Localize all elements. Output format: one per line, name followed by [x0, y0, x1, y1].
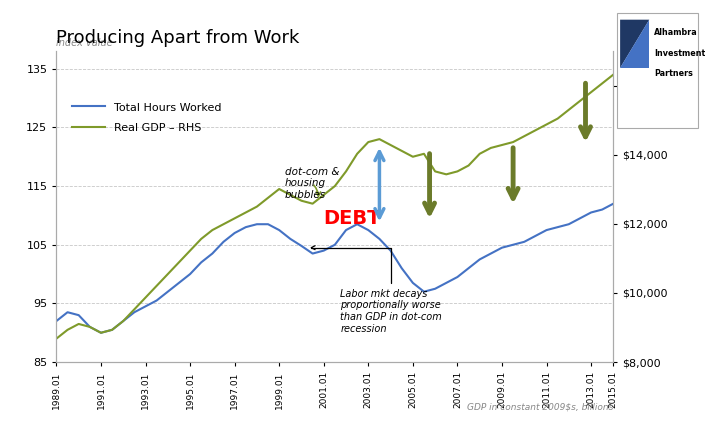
Text: Investment: Investment — [654, 49, 705, 58]
Text: Partners: Partners — [654, 69, 693, 78]
Text: Producing Apart from Work: Producing Apart from Work — [56, 29, 300, 47]
Text: GDP in constant 2009$s, billions: GDP in constant 2009$s, billions — [467, 403, 613, 412]
Polygon shape — [620, 20, 649, 68]
Text: Alhambra: Alhambra — [654, 28, 698, 37]
Text: index value: index value — [56, 38, 113, 48]
Text: DEBT: DEBT — [323, 209, 380, 228]
Polygon shape — [620, 20, 649, 68]
Text: Labor mkt decays
proportionally worse
than GDP in dot-com
recession: Labor mkt decays proportionally worse th… — [311, 246, 442, 334]
Text: dot-com &
housing
bubbles: dot-com & housing bubbles — [285, 167, 339, 200]
Legend: Total Hours Worked, Real GDP – RHS: Total Hours Worked, Real GDP – RHS — [68, 97, 226, 138]
